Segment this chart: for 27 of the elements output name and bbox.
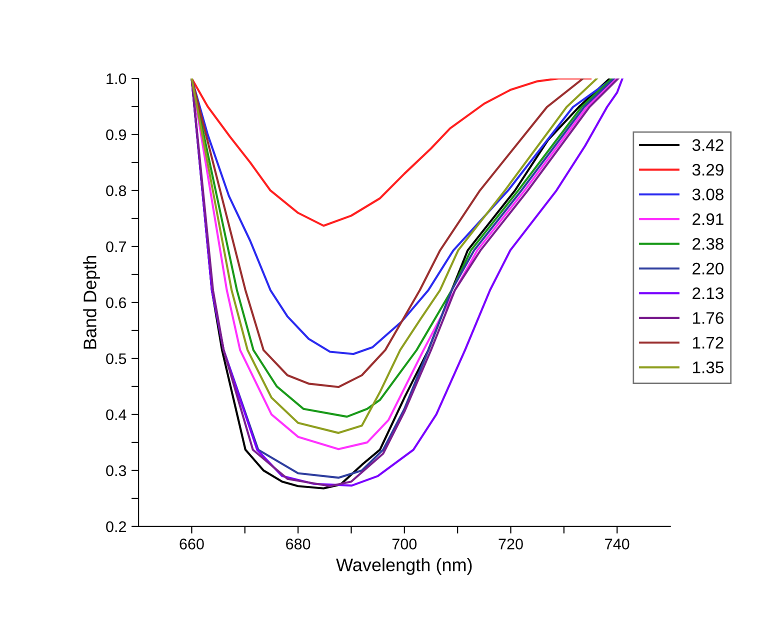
x-tick-label: 720 <box>498 538 523 550</box>
y-tick-label: 0.6 <box>106 297 126 308</box>
legend-label: 2.20 <box>692 262 724 274</box>
x-tick-label: 660 <box>180 538 204 550</box>
x-tick-label: 680 <box>286 538 310 550</box>
legend-label: 2.38 <box>692 238 724 250</box>
y-tick-label: 0.9 <box>106 129 126 140</box>
legend-label: 2.91 <box>692 213 724 226</box>
legend-label: 2.13 <box>692 287 724 300</box>
line-series <box>190 78 592 227</box>
legend-label: 3.29 <box>692 164 724 176</box>
legend-label: 1.35 <box>693 362 724 374</box>
y-tick-label: 1.0 <box>106 73 126 84</box>
y-axis-title: Band Depth <box>83 256 100 349</box>
y-tick-label: 0.4 <box>106 409 126 420</box>
legend-label: 3.08 <box>692 188 724 200</box>
x-tick-label: 740 <box>605 538 630 550</box>
y-tick-label: 0.5 <box>106 353 126 364</box>
x-axis-title: Wavelength (nm) <box>336 558 472 575</box>
y-tick-label: 0.2 <box>106 521 126 532</box>
y-tick-label: 0.7 <box>106 241 126 252</box>
legend-label: 1.72 <box>693 336 724 348</box>
legend-label: 1.76 <box>693 312 724 324</box>
x-tick-label: 700 <box>392 538 417 550</box>
y-tick-label: 0.8 <box>106 185 126 196</box>
y-tick-label: 0.3 <box>106 465 126 476</box>
legend-label: 3.42 <box>692 139 724 151</box>
